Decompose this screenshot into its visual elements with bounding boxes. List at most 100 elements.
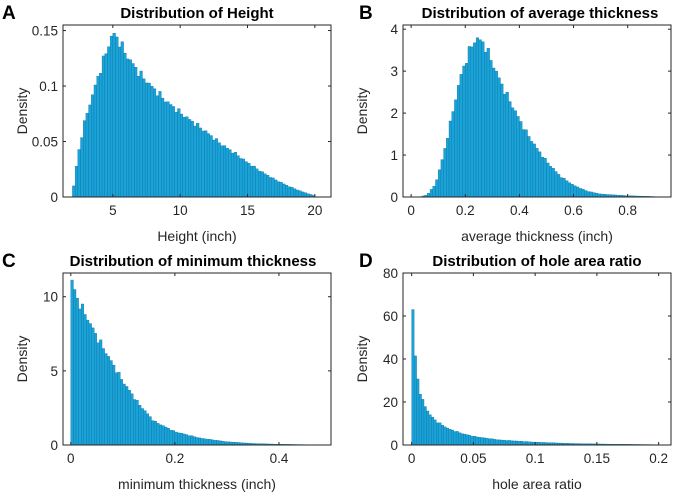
histogram-bar-a bbox=[177, 108, 181, 198]
panel-a: A Distribution of Height 5 10 15 20 0 0.05 0.1… bbox=[2, 3, 332, 244]
histogram-bar-d bbox=[421, 399, 425, 446]
histogram-bar-c bbox=[221, 441, 225, 446]
histogram-bar-a bbox=[88, 104, 92, 198]
histogram-bar-a bbox=[72, 185, 76, 198]
y-axis-label-b: Density bbox=[354, 88, 370, 135]
histogram-bar-d bbox=[450, 429, 454, 446]
histogram-bar-a bbox=[153, 88, 157, 198]
x-tick-label-d: 0.15 bbox=[584, 451, 610, 466]
histogram-bar-b bbox=[440, 159, 444, 198]
x-tick-label-d: 0.2 bbox=[649, 451, 668, 466]
histogram-bar-a bbox=[209, 135, 213, 198]
histogram-bar-a bbox=[123, 53, 127, 198]
histogram-bar-b bbox=[549, 166, 553, 198]
histogram-bar-b bbox=[497, 77, 501, 198]
histogram-bar-c bbox=[182, 433, 186, 446]
histogram-bar-a bbox=[225, 147, 229, 198]
histogram-bar-c bbox=[114, 372, 118, 446]
histogram-bar-c bbox=[192, 436, 196, 446]
histogram-bar-b bbox=[508, 101, 512, 198]
histogram-bar-a bbox=[126, 58, 130, 198]
histogram-bar-b bbox=[432, 186, 436, 198]
histogram-bar-a bbox=[293, 188, 297, 198]
histogram-bar-a bbox=[282, 183, 286, 198]
histogram-bar-a bbox=[206, 133, 210, 198]
histogram-bar-d bbox=[492, 439, 496, 446]
histogram-bar-a bbox=[179, 113, 184, 198]
y-axis-label-a: Density bbox=[14, 88, 30, 135]
histogram-bar-a bbox=[93, 84, 97, 198]
histogram-bar-a bbox=[260, 171, 264, 198]
axis-box-a bbox=[62, 24, 332, 198]
y-tick-label-c: 0 bbox=[50, 438, 58, 453]
panel-letter-c: C bbox=[2, 251, 16, 272]
histogram-bar-b bbox=[513, 110, 517, 198]
histogram-bar-a bbox=[91, 94, 95, 198]
histogram-bar-d bbox=[428, 414, 432, 446]
histogram-bar-d bbox=[446, 427, 449, 446]
histogram-bar-a bbox=[77, 149, 81, 198]
bars-d bbox=[411, 309, 659, 446]
histogram-bar-a bbox=[74, 165, 78, 198]
histogram-bar-c bbox=[151, 420, 155, 446]
y-tick-label-d: 40 bbox=[383, 352, 398, 367]
x-tick-label-c: 0 bbox=[67, 451, 75, 466]
histogram-bar-a bbox=[244, 161, 248, 198]
panel-c: C Distribution of minimum thickness 0 0.2… bbox=[2, 251, 332, 492]
x-tick-label-b: 0.4 bbox=[510, 203, 529, 218]
histogram-bar-c bbox=[185, 434, 189, 446]
histogram-bar-c bbox=[198, 437, 202, 446]
histogram-bar-d bbox=[468, 435, 472, 446]
histogram-bar-b bbox=[454, 99, 458, 198]
x-tick-label-c: 0.2 bbox=[165, 451, 184, 466]
histogram-bar-d bbox=[436, 422, 439, 446]
histogram-bar-a bbox=[250, 166, 254, 198]
histogram-bar-c bbox=[122, 383, 126, 446]
histogram-bar-b bbox=[494, 71, 498, 198]
histogram-bar-b bbox=[481, 41, 485, 198]
x-tick-label-a: 20 bbox=[307, 203, 322, 218]
histogram-bar-a bbox=[233, 152, 237, 198]
histogram-bar-b bbox=[567, 182, 572, 198]
histogram-bar-b bbox=[451, 111, 455, 198]
histogram-bar-c bbox=[148, 416, 152, 446]
histogram-bar-b bbox=[519, 121, 523, 198]
histogram-bar-a bbox=[144, 82, 149, 198]
histogram-bar-c bbox=[161, 425, 165, 446]
histogram-bar-b bbox=[446, 138, 450, 198]
histogram-bar-d bbox=[475, 436, 479, 446]
histogram-bar-b bbox=[511, 107, 515, 198]
histogram-bar-c bbox=[83, 314, 87, 446]
y-tick-label-d: 20 bbox=[383, 395, 398, 410]
histogram-bar-b bbox=[530, 141, 534, 198]
histogram-bar-b bbox=[532, 143, 536, 198]
histogram-bar-d bbox=[500, 439, 504, 446]
y-tick-label-b: 3 bbox=[390, 64, 398, 79]
histogram-bar-c bbox=[135, 399, 139, 446]
histogram-bar-c bbox=[138, 405, 142, 446]
histogram-bar-a bbox=[247, 163, 251, 198]
histogram-bar-a bbox=[279, 182, 283, 198]
histogram-bar-b bbox=[592, 192, 596, 198]
x-tick-label-d: 0.1 bbox=[526, 451, 545, 466]
histogram-bar-d bbox=[460, 433, 464, 446]
histogram-bar-b bbox=[456, 85, 461, 198]
histogram-bar-b bbox=[486, 48, 490, 198]
histogram-bar-c bbox=[187, 435, 191, 446]
chart-title-b: Distribution of average thickness bbox=[422, 5, 659, 22]
histogram-bar-b bbox=[554, 171, 558, 198]
histogram-bar-c bbox=[120, 379, 124, 446]
histogram-bar-a bbox=[301, 191, 305, 198]
histogram-bar-a bbox=[239, 158, 243, 198]
histogram-bar-b bbox=[521, 129, 525, 198]
x-tick-label-d: 0.05 bbox=[460, 451, 486, 466]
histogram-bar-c bbox=[177, 432, 181, 446]
histogram-bar-b bbox=[557, 174, 561, 198]
x-tick-label-b: 0.6 bbox=[564, 203, 583, 218]
histogram-bar-b bbox=[462, 65, 466, 198]
histogram-bar-a bbox=[285, 185, 289, 198]
histogram-bar-c bbox=[195, 437, 199, 446]
histogram-bar-a bbox=[190, 120, 194, 198]
histogram-bar-b bbox=[429, 189, 433, 198]
histogram-bar-d bbox=[455, 431, 459, 446]
